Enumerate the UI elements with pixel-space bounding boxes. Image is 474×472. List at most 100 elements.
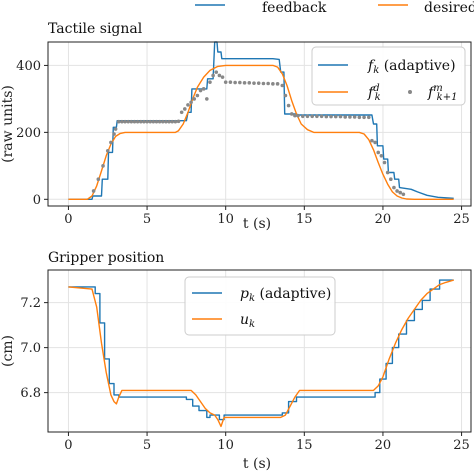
series-point-f-k-1-m (205, 97, 209, 101)
series-point-f-k-1-m (352, 115, 357, 119)
xtick-label: 20 (375, 212, 392, 227)
series-point-f-k-1-m (220, 75, 225, 79)
series-point-f-k-1-m (305, 114, 310, 119)
series-point-f-k-1-m (293, 113, 297, 118)
series-point-f-k-1-m (333, 114, 338, 119)
series-point-f-k-1-m (395, 189, 399, 193)
series-point-f-k-1-m (170, 119, 175, 124)
ytick-label: 200 (16, 126, 41, 141)
series-point-f-k-1-m (173, 119, 178, 124)
panel-2-series (68, 279, 454, 428)
series-point-f-k-1-m (271, 82, 275, 86)
series-point-f-k-1-m (343, 115, 348, 119)
series-point-f-k-1-m (148, 119, 153, 124)
panel-1-series (68, 41, 454, 200)
xtick-label: 0 (64, 438, 72, 453)
panel-1-legend: fk (adaptive) fd k fm k+1 (311, 46, 466, 106)
series-point-f-k-1-m (319, 114, 324, 119)
desired-legend-label: desired (424, 0, 474, 16)
series-point-f-k-1-m (201, 87, 206, 91)
series-point-f-k-1-m (398, 190, 403, 195)
series-point-f-k-1-m (385, 170, 390, 175)
series-point-f-k-1-m (228, 80, 233, 84)
legend-fk-adaptive-label: fk (adaptive) (367, 58, 456, 76)
series-point-f-k-1-m (261, 81, 266, 86)
panel-2-title: Gripper position (48, 250, 164, 266)
ytick-label: 400 (16, 59, 41, 74)
xtick-label: 0 (64, 212, 72, 227)
series-point-f-k-1-m (96, 177, 101, 182)
series-point-f-k-1-m (192, 97, 197, 101)
series-point-f-k-1-m (376, 150, 381, 155)
series-point-f-k-1-m (129, 119, 134, 124)
panel-2-frame (47, 269, 472, 433)
series-point-f-k-1-m (247, 81, 252, 85)
series-point-f-k-1-m (208, 80, 212, 84)
series-point-f-k-1-m (167, 119, 171, 124)
series-point-f-k-1-m (145, 119, 149, 124)
series-point-f-k-1-m (176, 119, 181, 124)
series-point-f-k-1-m (324, 114, 329, 119)
series-point-f-k-1-m (280, 83, 285, 88)
panel-2-legend: pk (adaptive) uk (184, 276, 336, 336)
series-point-f-k-1-m (223, 80, 228, 84)
xtick-label: 25 (453, 212, 470, 227)
series-point-f-k-1-m (135, 119, 140, 124)
series-line-f-k-adaptive- (68, 41, 454, 200)
ytick-label: 0 (33, 193, 41, 208)
series-point-f-k-1-m (401, 192, 406, 197)
panel-1-title: Tactile signal (48, 21, 143, 37)
series-point-f-k-1-m (348, 115, 352, 119)
series-point-f-k-1-m (392, 185, 396, 190)
panel-2-ylabel: (cm) (0, 335, 16, 367)
series-point-f-k-1-m (214, 70, 219, 74)
series-point-f-k-1-m (154, 119, 159, 124)
panel-1-ticks: 0 5 10 15 20 25 0 200 400 (16, 59, 470, 227)
panel-1-ylabel: (raw units) (0, 85, 16, 163)
series-point-f-k-1-m (242, 81, 247, 85)
panel-2-xlabel: t (s) (243, 456, 271, 472)
series-point-f-k-1-m (164, 119, 168, 124)
series-point-f-k-1-m (329, 114, 333, 119)
series-point-f-k-1-m (382, 160, 387, 165)
series-line-p-k-adaptive- (68, 279, 454, 421)
legend-fkd-label: fd k (367, 83, 381, 103)
series-point-f-k-1-m (198, 88, 203, 93)
series-point-f-k-1-m (256, 81, 261, 85)
legend-uk-label: uk (240, 312, 255, 330)
series-point-f-k-1-m (389, 177, 393, 182)
series-point-f-k-1-m (217, 73, 222, 78)
series-point-f-k-1-m (126, 119, 130, 124)
series-point-f-k-1-m (195, 93, 200, 98)
feedback-legend-label: feedback (262, 0, 327, 16)
series-point-f-k-1-m (112, 132, 116, 136)
series-point-f-k-1-m (370, 138, 374, 143)
series-point-f-k-1-m (366, 115, 371, 120)
series-point-f-k-1-m (252, 81, 256, 85)
series-point-f-k-1-m (132, 119, 137, 124)
series-point-f-k-1-m (238, 80, 242, 85)
ytick-label: 7.0 (20, 341, 41, 356)
series-point-f-k-1-m (362, 115, 366, 120)
series-point-f-k-1-m (186, 103, 190, 107)
series-point-f-k-1-m (379, 153, 384, 158)
series-line-f-k-d (68, 64, 454, 200)
xtick-label: 15 (296, 212, 313, 227)
series-point-f-k-1-m (179, 110, 184, 115)
xtick-label: 25 (453, 438, 470, 453)
legend-pk-adaptive-label: pk (adaptive) (240, 286, 331, 304)
panel-1-xlabel: t (s) (243, 216, 271, 232)
series-point-f-k-1-m (338, 114, 343, 119)
series-point-f-k-1-m (157, 119, 162, 124)
panel-2-ticks: 0 5 10 15 20 25 6.8 7.0 7.2 (20, 296, 470, 453)
series-point-f-k-1-m (357, 115, 362, 120)
xtick-label: 10 (217, 438, 234, 453)
series-point-f-k-1-m (91, 189, 96, 193)
series-point-f-k-1-m (101, 164, 105, 168)
series-point-f-k-1-m (286, 103, 291, 108)
series-point-f-k-1-m (138, 119, 143, 124)
xtick-label: 15 (296, 438, 313, 453)
panel-1-frame (47, 41, 472, 207)
series-point-f-k-1-m (183, 107, 187, 111)
